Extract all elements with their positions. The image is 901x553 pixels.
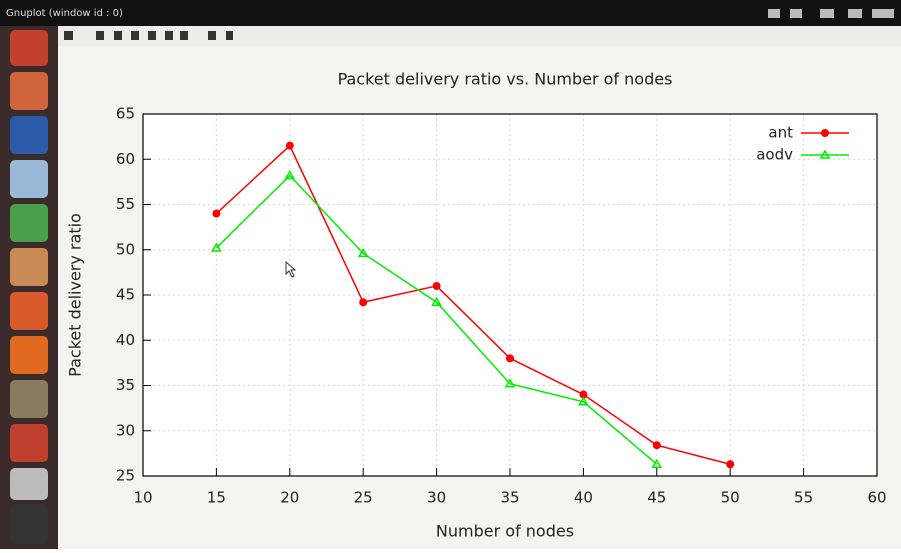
x-tick-label: 60	[867, 489, 886, 507]
y-tick-label: 30	[116, 421, 135, 439]
point	[286, 142, 294, 150]
point	[212, 210, 220, 218]
chart-title: Packet delivery ratio vs. Number of node…	[338, 70, 673, 89]
legend-label: aodv	[756, 146, 793, 164]
x-axis-label: Number of nodes	[436, 522, 574, 541]
point	[359, 298, 367, 306]
x-tick-label: 40	[574, 489, 593, 507]
top-bar	[0, 0, 901, 26]
screen: Gnuplot (window id : 0) Packet delivery …	[0, 0, 901, 549]
y-axis-label: Packet delivery ratio	[66, 213, 85, 377]
y-tick-label: 60	[116, 150, 135, 168]
x-tick-label: 55	[794, 489, 813, 507]
y-tick-label: 25	[116, 467, 135, 485]
point	[433, 282, 441, 290]
x-tick-label: 50	[721, 489, 740, 507]
point	[506, 354, 514, 362]
point	[653, 441, 661, 449]
y-tick-label: 55	[116, 195, 135, 213]
x-tick-label: 15	[207, 489, 226, 507]
window-title: Gnuplot (window id : 0)	[6, 8, 123, 19]
x-tick-label: 45	[647, 489, 666, 507]
point	[821, 129, 829, 137]
x-tick-label: 20	[280, 489, 299, 507]
y-tick-label: 45	[116, 286, 135, 304]
y-tick-label: 50	[116, 240, 135, 258]
x-tick-label: 10	[133, 489, 152, 507]
x-tick-label: 30	[427, 489, 446, 507]
legend-label: ant	[768, 124, 793, 142]
y-tick-label: 40	[116, 331, 135, 349]
point	[726, 460, 734, 468]
y-tick-label: 65	[116, 105, 135, 123]
x-tick-label: 35	[500, 489, 519, 507]
y-tick-label: 35	[116, 376, 135, 394]
x-tick-label: 25	[354, 489, 373, 507]
